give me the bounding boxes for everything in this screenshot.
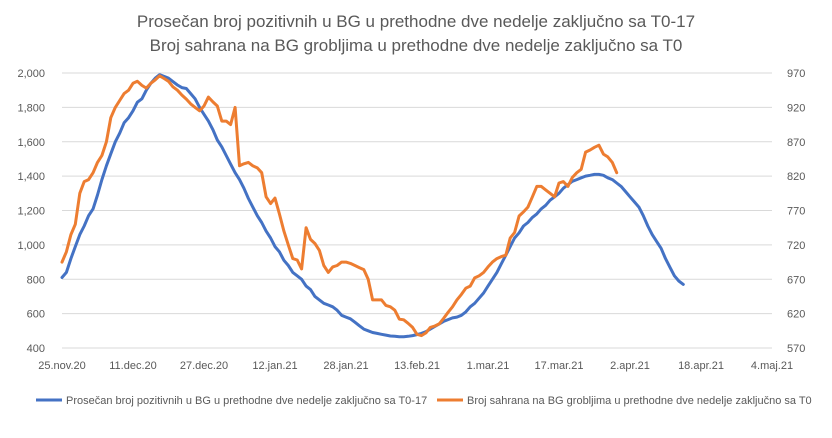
y-right-tick-label: 970	[787, 68, 805, 80]
y-right-tick-label: 820	[787, 171, 805, 183]
y-left-tick-label: 1,600	[17, 137, 45, 149]
x-tick-label: 2.apr.21	[610, 360, 650, 372]
left-axis-ticks: 400 600 800 1,000 1,200 1,400 1,600 1,800 2,000	[17, 68, 45, 355]
y-left-tick-label: 1,800	[17, 102, 45, 114]
x-tick-label: 17.mar.21	[535, 360, 584, 372]
y-left-tick-label: 1,000	[17, 240, 45, 252]
x-tick-label: 11.dec.20	[109, 360, 157, 372]
y-left-tick-label: 1,400	[17, 171, 45, 183]
y-left-tick-label: 800	[27, 274, 45, 286]
x-tick-label: 1.mar.21	[467, 360, 510, 372]
y-right-tick-label: 670	[787, 274, 805, 286]
x-tick-label: 12.jan.21	[252, 360, 297, 372]
y-right-tick-label: 720	[787, 240, 805, 252]
legend-label: Broj sahrana na BG grobljima u prethodne…	[467, 395, 812, 407]
series-line-positive-cases	[60, 73, 685, 339]
y-right-tick-label: 920	[787, 102, 805, 114]
legend: Prosečan broj pozitivnih u BG u prethodn…	[36, 395, 812, 407]
legend-label: Prosečan broj pozitivnih u BG u prethodn…	[66, 395, 427, 407]
y-right-tick-label: 770	[787, 206, 805, 218]
chart-subtitle: Broj sahrana na BG grobljima u prethodne…	[150, 36, 683, 55]
x-axis-ticks: 25.nov.20 11.dec.20 27.dec.20 12.jan.21 28.j…	[38, 360, 793, 372]
chart-title: Prosečan broj pozitivnih u BG u prethodn…	[137, 12, 695, 31]
y-right-tick-label: 570	[787, 343, 805, 355]
x-tick-label: 27.dec.20	[180, 360, 228, 372]
y-right-tick-label: 870	[787, 137, 805, 149]
y-left-tick-label: 1,200	[17, 206, 45, 218]
series-line-burials	[60, 74, 619, 338]
x-tick-label: 25.nov.20	[38, 360, 86, 372]
y-right-tick-label: 620	[787, 309, 805, 321]
right-axis-ticks: 570 620 670 720 770 820 870 920 970	[787, 68, 805, 355]
x-tick-label: 18.apr.21	[678, 360, 724, 372]
y-left-tick-label: 2,000	[17, 68, 45, 80]
x-tick-label: 28.jan.21	[323, 360, 368, 372]
series-lines	[60, 73, 685, 339]
y-left-tick-label: 400	[27, 343, 45, 355]
x-tick-label: 4.maj.21	[751, 360, 793, 372]
x-tick-label: 13.feb.21	[394, 360, 440, 372]
y-left-tick-label: 600	[27, 309, 45, 321]
gridlines	[62, 72, 772, 349]
